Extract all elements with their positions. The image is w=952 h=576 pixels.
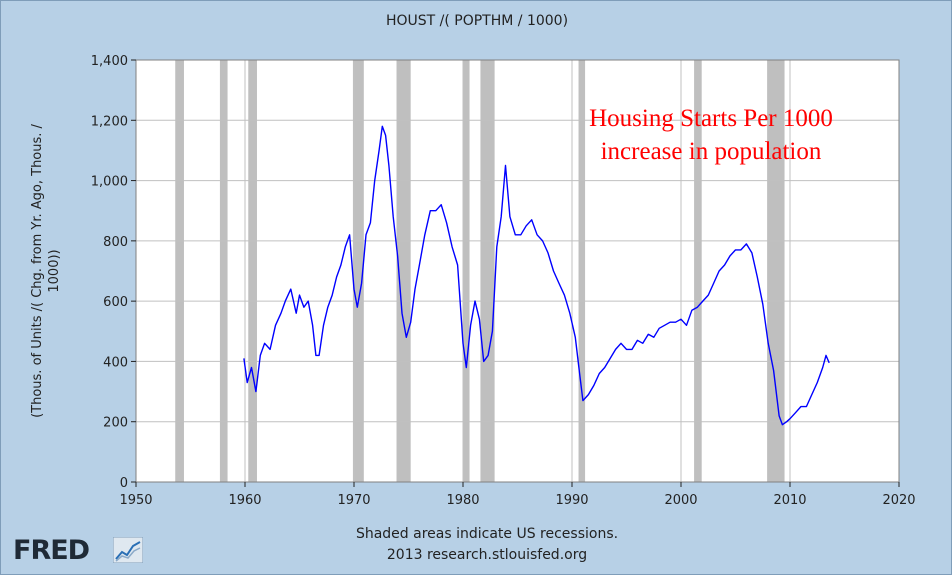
series-group (243, 125, 830, 426)
x-tick-labels: 1950 1960 1970 1980 1990 2000 2010 2020 (119, 493, 915, 508)
x-tick-label-0: 1950 (119, 493, 152, 508)
recession-band-3 (352, 60, 364, 482)
y-tick-label-7: 1,400 (91, 54, 128, 69)
fred-logo-text: FRED (13, 535, 90, 566)
fred-logo: FRED (13, 535, 143, 567)
y-tick-label-2: 400 (103, 355, 128, 370)
y-tick-label-0: 0 (120, 476, 128, 491)
y-axis-label-line-2: 1000)) (47, 249, 62, 292)
recession-band-0 (175, 60, 184, 482)
x-tick-label-4: 1990 (555, 493, 588, 508)
axes (131, 59, 900, 487)
recession-band-6 (480, 60, 495, 482)
y-tick-label-3: 600 (103, 295, 128, 310)
series-line-0 (243, 125, 830, 426)
x-tick-label-6: 2010 (773, 493, 806, 508)
recession-band-5 (463, 60, 470, 482)
recession-band-8 (694, 60, 702, 482)
annotation-line-2: increase in population (601, 138, 822, 165)
fred-chart-icon (113, 537, 143, 563)
recession-band-4 (396, 60, 411, 482)
y-tick-label-1: 200 (103, 416, 128, 431)
y-tick-label-6: 1,200 (91, 114, 128, 129)
annotation-line-1: Housing Starts Per 1000 (589, 105, 833, 132)
footer-source: 2013 research.stlouisfed.org (387, 547, 587, 563)
y-tick-labels: 0 200 400 600 800 1,000 1,200 1,400 (91, 54, 128, 491)
y-tick-label-5: 1,000 (91, 175, 128, 190)
recession-bands (175, 60, 785, 482)
recession-band-2 (248, 60, 257, 482)
chart-title: HOUST /( POPTHM / 1000) (386, 13, 568, 29)
x-tick-label-3: 1980 (446, 493, 479, 508)
recession-band-9 (767, 60, 785, 482)
y-axis-label-line-1: (Thous. of Units /( Chg. from Yr. Ago, T… (30, 123, 45, 417)
x-tick-label-2: 1970 (337, 493, 370, 508)
x-tick-label-7: 2020 (882, 493, 915, 508)
y-tick-label-4: 800 (103, 235, 128, 250)
footer-note: Shaded areas indicate US recessions. (356, 526, 618, 542)
recession-band-7 (578, 60, 586, 482)
x-tick-label-1: 1960 (228, 493, 261, 508)
x-tick-label-5: 2000 (664, 493, 697, 508)
plot-border (135, 59, 900, 483)
recession-band-1 (219, 60, 228, 482)
